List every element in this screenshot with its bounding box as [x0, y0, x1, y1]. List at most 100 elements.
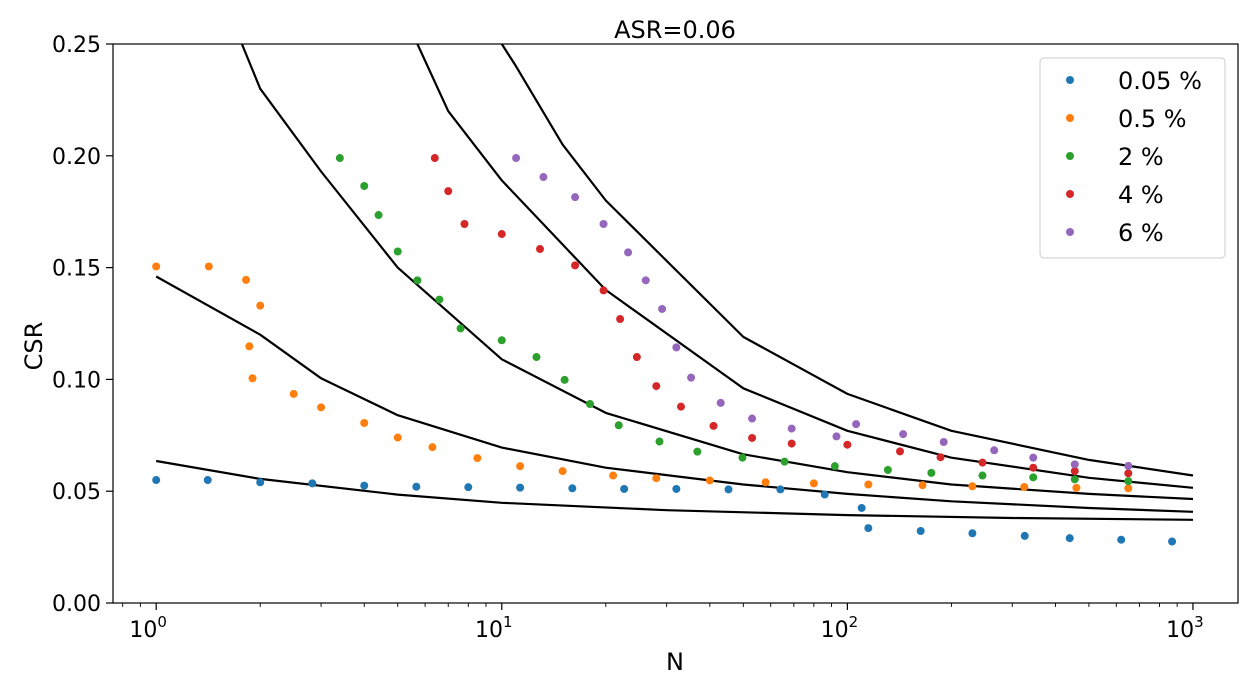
- data-point: [809, 479, 818, 488]
- data-point: [317, 403, 326, 412]
- fit-curve: [240, 44, 1194, 501]
- data-point: [1020, 482, 1029, 491]
- data-point: [585, 399, 594, 408]
- fit-curve: [416, 44, 1194, 489]
- data-point: [539, 173, 548, 182]
- data-point: [968, 529, 977, 538]
- data-point: [464, 483, 473, 492]
- data-point: [655, 437, 664, 446]
- data-point: [624, 248, 633, 257]
- legend-marker: [1066, 190, 1074, 198]
- fit-curve: [156, 459, 1194, 521]
- data-point: [748, 414, 757, 423]
- data-point: [1029, 453, 1038, 462]
- data-point: [360, 419, 369, 428]
- data-point: [571, 261, 580, 270]
- data-point: [1029, 463, 1038, 472]
- data-point: [787, 439, 796, 448]
- y-tick-label: 0.15: [52, 257, 101, 282]
- data-point: [430, 154, 439, 163]
- data-point: [939, 438, 948, 447]
- data-point: [599, 219, 608, 228]
- data-point: [832, 432, 841, 441]
- data-point: [830, 462, 839, 471]
- y-tick-label: 0.05: [52, 480, 101, 505]
- data-point: [978, 458, 987, 467]
- data-point: [393, 433, 402, 442]
- data-point: [968, 482, 977, 491]
- y-axis-label: CSR: [20, 322, 48, 371]
- data-point: [568, 484, 577, 493]
- data-point: [413, 276, 422, 285]
- data-point: [1070, 460, 1079, 469]
- data-point: [256, 478, 265, 487]
- data-point: [705, 476, 714, 485]
- data-point: [609, 471, 618, 480]
- x-tick-label: 100: [129, 613, 167, 643]
- data-point: [936, 453, 945, 462]
- data-point: [899, 430, 908, 439]
- data-point: [787, 424, 796, 433]
- data-point: [256, 301, 265, 310]
- data-point: [204, 262, 213, 271]
- data-point: [497, 230, 506, 239]
- data-point: [152, 476, 161, 485]
- legend-label: 2 %: [1118, 143, 1164, 171]
- data-point: [560, 375, 569, 384]
- data-point: [676, 402, 685, 411]
- data-point: [360, 181, 369, 190]
- data-point: [456, 324, 465, 333]
- data-point: [1124, 484, 1133, 493]
- data-point: [1029, 473, 1038, 482]
- data-point: [1124, 469, 1133, 478]
- data-point: [672, 343, 681, 352]
- data-point: [335, 154, 344, 163]
- data-point: [990, 446, 999, 455]
- data-point: [152, 262, 161, 271]
- data-point: [360, 481, 369, 490]
- data-point: [1020, 531, 1029, 540]
- data-point: [428, 443, 437, 452]
- data-point: [780, 457, 789, 466]
- legend-label: 0.05 %: [1118, 67, 1202, 95]
- data-point: [308, 479, 317, 488]
- data-point: [864, 524, 873, 533]
- data-point: [709, 421, 718, 430]
- plot-frame: [112, 43, 1239, 604]
- data-point: [473, 454, 482, 463]
- data-point: [497, 336, 506, 345]
- data-point: [895, 447, 904, 456]
- x-tick-label: 102: [821, 613, 859, 643]
- data-point: [599, 286, 608, 295]
- data-point: [687, 373, 696, 382]
- data-point: [242, 275, 251, 284]
- data-point: [1072, 483, 1081, 492]
- data-point: [724, 485, 733, 494]
- data-point: [857, 503, 866, 512]
- data-point: [1124, 477, 1133, 486]
- x-axis-label: N: [666, 648, 684, 676]
- data-point: [535, 245, 544, 254]
- data-point: [1070, 467, 1079, 476]
- data-point: [1070, 475, 1079, 484]
- data-point: [761, 478, 770, 487]
- data-point: [616, 315, 625, 324]
- legend-label: 4 %: [1118, 181, 1164, 209]
- data-point: [532, 353, 541, 362]
- data-point: [1168, 537, 1177, 546]
- data-point: [716, 398, 725, 407]
- data-point: [444, 187, 453, 196]
- fit-curve: [500, 44, 1194, 477]
- data-point: [393, 247, 402, 256]
- x-tick-exponent: 0: [157, 613, 167, 631]
- legend-label: 6 %: [1118, 219, 1164, 247]
- data-point: [1124, 461, 1133, 470]
- data-point: [1065, 534, 1074, 543]
- x-tick-label: 101: [475, 613, 513, 643]
- y-tick-label: 0.20: [52, 145, 101, 170]
- x-tick-exponent: 3: [1194, 613, 1204, 631]
- data-point: [864, 480, 873, 489]
- data-point: [658, 304, 667, 313]
- data-point: [748, 433, 757, 442]
- legend-label: 0.5 %: [1118, 105, 1187, 133]
